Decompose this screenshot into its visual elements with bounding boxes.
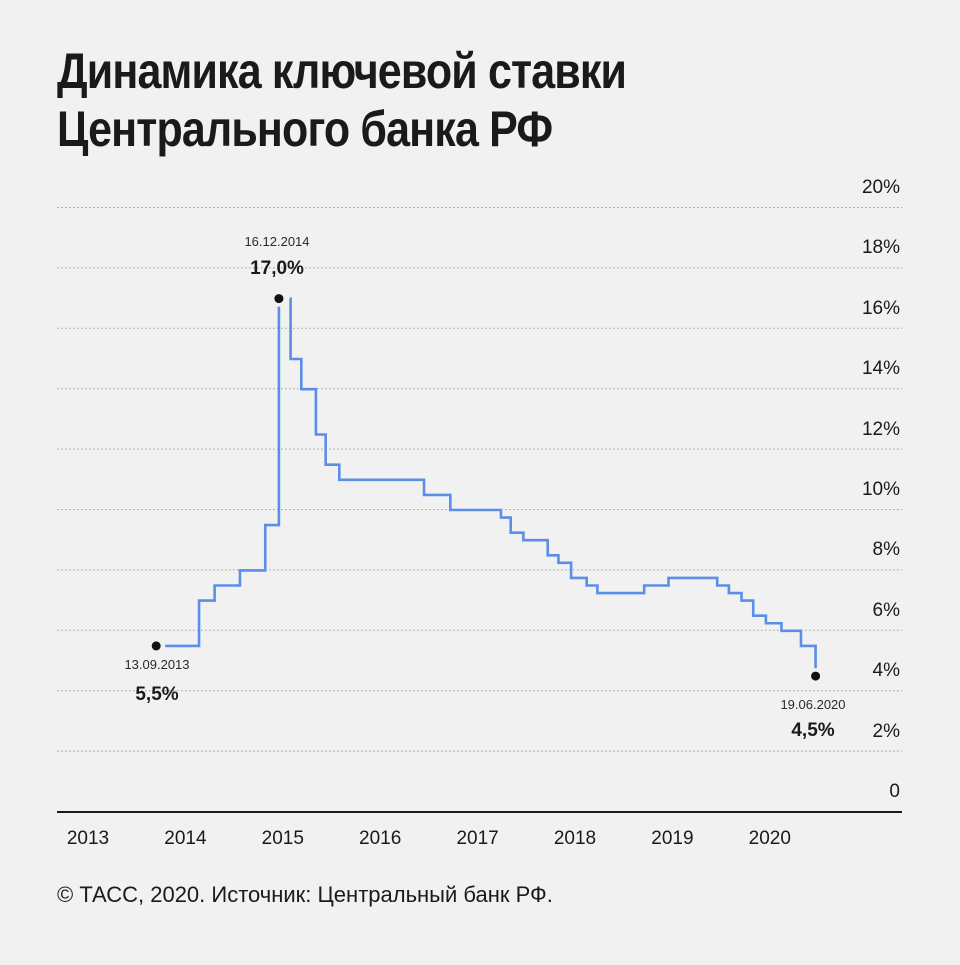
y-tick-label: 12%: [861, 418, 900, 440]
annotation-date: 16.12.2014: [244, 234, 310, 249]
annotation-date: 19.06.2020: [780, 697, 846, 712]
title-line-2: Центрального банка РФ: [57, 101, 553, 157]
x-tick-label: 2017: [456, 828, 499, 849]
x-tick-label: 2016: [359, 828, 402, 849]
y-tick-label: 10%: [861, 479, 900, 500]
rate-step-line: [165, 297, 817, 669]
y-tick-label: 4%: [872, 660, 900, 682]
y-tick-label: 8%: [872, 539, 900, 561]
y-tick-label: 6%: [872, 599, 900, 621]
annotation-value: 5,5%: [135, 684, 179, 705]
annotation-value: 4,5%: [791, 720, 835, 741]
annotation-value: 17,0%: [250, 258, 304, 279]
x-tick-label: 2019: [651, 828, 694, 849]
source-caption: © ТАСС, 2020. Источник: Центральный банк…: [57, 882, 553, 907]
data-point-marker: [811, 671, 821, 681]
chart-title: Динамика ключевой ставки Центрального ба…: [57, 42, 627, 158]
y-tick-label: 14%: [861, 358, 900, 380]
y-tick-label: 16%: [861, 297, 900, 319]
x-tick-label: 2015: [261, 828, 304, 849]
data-point-marker: [151, 641, 161, 651]
y-tick-label: 18%: [861, 237, 900, 259]
y-tick-label: 2%: [872, 720, 900, 742]
y-tick-label: 20%: [861, 177, 900, 198]
x-tick-label: 2014: [164, 828, 207, 849]
x-tick-label: 2020: [748, 828, 791, 849]
title-line-1: Динамика ключевой ставки: [57, 43, 627, 99]
data-point-marker: [274, 294, 284, 304]
x-tick-label: 2018: [553, 828, 597, 849]
annotation-date: 13.09.2013: [124, 657, 190, 672]
y-tick-label: 0: [889, 781, 900, 802]
x-tick-label: 2013: [66, 828, 110, 849]
